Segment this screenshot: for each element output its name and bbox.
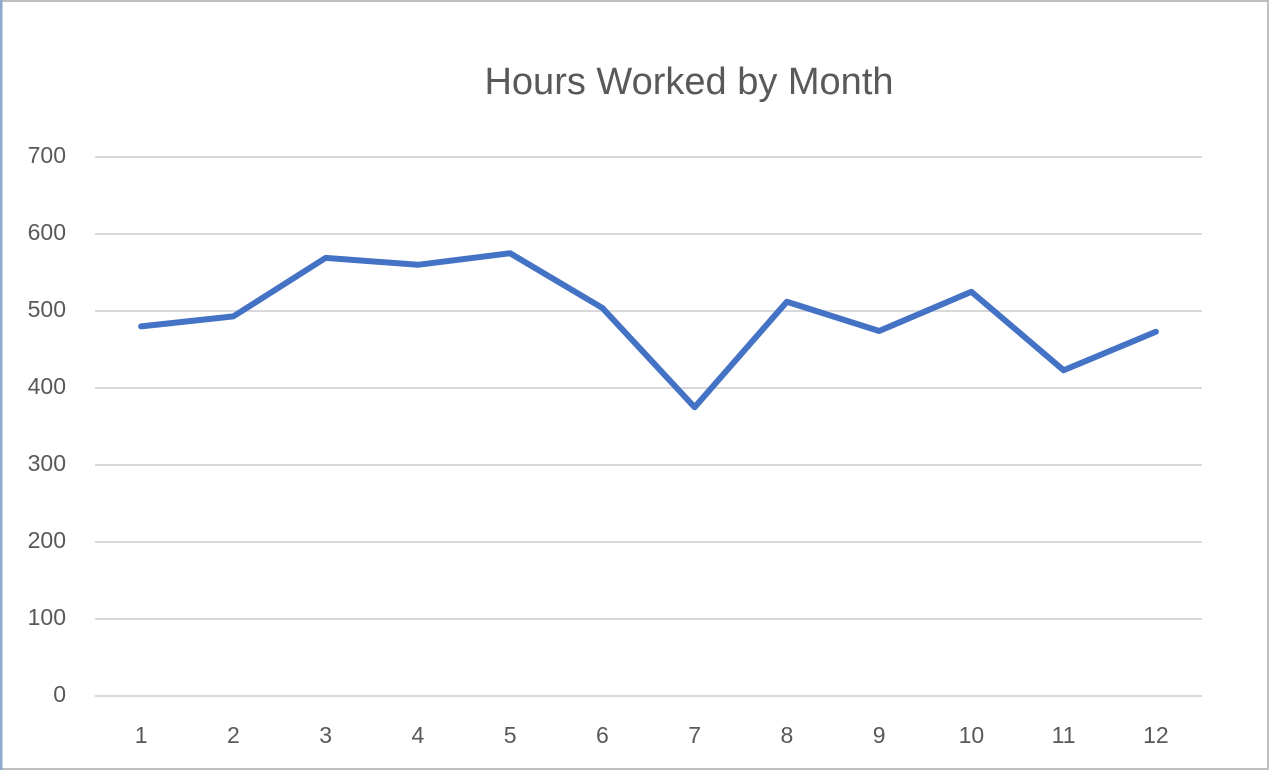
x-tick-label: 10 — [959, 722, 985, 748]
chart-title: Hours Worked by Month — [484, 61, 893, 103]
y-tick-label: 100 — [28, 604, 66, 630]
y-tick-label: 700 — [28, 142, 66, 168]
x-tick-label: 12 — [1143, 722, 1169, 748]
y-tick-label: 200 — [28, 527, 66, 553]
x-tick-label: 3 — [319, 722, 332, 748]
x-tick-label: 7 — [688, 722, 701, 748]
y-tick-label: 500 — [28, 296, 66, 322]
data-line — [138, 250, 1159, 411]
y-tick-label: 0 — [53, 681, 66, 707]
x-tick-label: 8 — [780, 722, 793, 748]
x-tick-label: 1 — [135, 722, 148, 748]
x-tick-label: 2 — [227, 722, 240, 748]
x-tick-label: 5 — [504, 722, 517, 748]
x-tick-label: 11 — [1052, 722, 1076, 748]
y-tick-label: 300 — [28, 450, 66, 476]
y-tick-label: 400 — [28, 373, 66, 399]
x-tick-label: 6 — [596, 722, 609, 748]
x-tick-label: 9 — [873, 722, 886, 748]
x-tick-label: 4 — [411, 722, 424, 748]
y-tick-label: 600 — [28, 219, 66, 245]
